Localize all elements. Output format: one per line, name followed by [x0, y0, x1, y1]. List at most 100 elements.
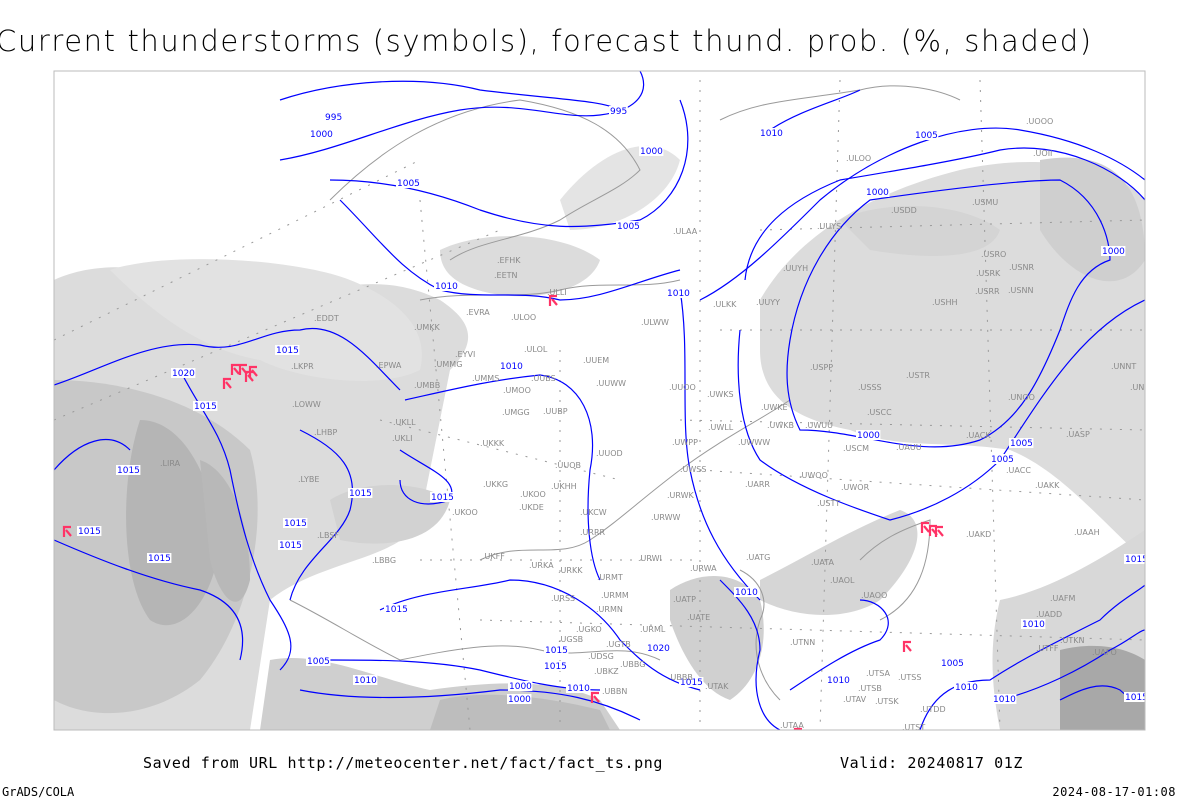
station-label: .UUWW — [596, 379, 626, 388]
station-label: .UKHH — [551, 482, 577, 491]
station-label: .UTAV — [843, 695, 867, 704]
station-label: .UAFM — [1050, 594, 1075, 603]
station-label: .UWUU — [805, 421, 833, 430]
station-label: .UMOO — [503, 386, 531, 395]
isobar-label-background — [734, 587, 759, 597]
isobar-label-background — [954, 682, 979, 692]
isobar-label: 1020 — [647, 644, 670, 654]
station-label: .UBBB — [668, 673, 693, 682]
isobar-label-background — [278, 540, 303, 550]
station-label: .URWW — [651, 513, 681, 522]
isobar-label: 1010 — [667, 289, 690, 299]
station-label: .URKK — [558, 566, 583, 575]
station-label: .USCC — [867, 408, 892, 417]
station-label: .EPWA — [376, 361, 402, 370]
station-label: .USMU — [972, 198, 998, 207]
thunderstorm-probability-shading — [54, 145, 1145, 730]
thunderstorm-icon — [244, 370, 254, 382]
station-label: .UUOB — [555, 461, 581, 470]
isobar-label-background — [566, 683, 591, 693]
station-label: .URMM — [601, 591, 629, 600]
station-label: .LYBE — [298, 475, 319, 484]
isobar-label-background — [990, 454, 1015, 464]
thunderstorm-icon — [902, 640, 912, 652]
station-label: .UTST — [902, 723, 925, 732]
isobar-label-background — [275, 345, 300, 355]
station-label: .URML — [640, 625, 666, 634]
isobar-label-background — [1124, 554, 1145, 564]
station-label: .ULAA — [673, 227, 698, 236]
station-label: .LBSF — [317, 531, 339, 540]
station-label: .UTSS — [898, 673, 921, 682]
isobar-label-background — [666, 288, 691, 298]
station-label: .ULOL — [524, 345, 548, 354]
station-label: .UNOO — [1008, 393, 1035, 402]
isobar-label-background — [309, 129, 334, 139]
isobar-label: 1010 — [955, 683, 978, 693]
station-label: .UWKB — [767, 421, 794, 430]
station-label: .ULLI — [547, 288, 567, 297]
map-area: 995 1000 995 1000 1005 1010 1005 1005 1010 1000 10… — [54, 71, 1145, 732]
isobar-label: 1010 — [735, 588, 758, 598]
station-label: .UNNT — [1111, 362, 1136, 371]
isobar-labels: 995 1000 995 1000 1005 1010 1005 1005 1010 1000 10… — [77, 106, 1145, 705]
isobar-label-background — [1124, 692, 1145, 702]
station-label: .UTSA — [866, 669, 891, 678]
station-label: .EETN — [494, 271, 518, 280]
isobar-label: 1005 — [941, 659, 964, 669]
station-label: .UATP — [673, 595, 696, 604]
isobar-label: 1000 — [1102, 247, 1125, 257]
isobar-label-background — [543, 661, 568, 671]
isobar-label-background — [639, 146, 664, 156]
software-credit: GrADS/COLA — [2, 785, 75, 799]
station-label: .URKA — [529, 561, 554, 570]
station-label: .UAOO — [861, 591, 887, 600]
station-label: .LBBG — [372, 556, 396, 565]
station-label: .URWI — [638, 554, 662, 563]
station-label: .UTFF — [1036, 644, 1059, 653]
chart-title: Current thunderstorms (symbols), forecas… — [0, 24, 1093, 58]
station-label: .UBBN — [602, 687, 627, 696]
isobar-label-background — [914, 130, 939, 140]
isobar-label-background — [826, 675, 851, 685]
station-label: .UKDE — [519, 503, 544, 512]
isobar-label-background — [77, 526, 102, 536]
station-label: .UAUU — [896, 443, 922, 452]
station-label: .EYVI — [455, 350, 475, 359]
station-label: .ULWW — [641, 318, 669, 327]
station-label: .UARR — [745, 480, 770, 489]
isobar-label: 1015 — [78, 527, 101, 537]
isobar-label: 1005 — [915, 131, 938, 141]
station-label: .UKOO — [452, 508, 478, 517]
isobar-label-background — [646, 643, 671, 653]
thunderstorm-icon — [590, 691, 600, 703]
station-label: .USRR — [975, 287, 1000, 296]
isobar-label-background — [507, 694, 532, 704]
station-label: .UATE — [687, 613, 710, 622]
isobar-label: 1015 — [545, 646, 568, 656]
isobar-label-background — [171, 368, 196, 378]
isobar-label-background — [992, 694, 1017, 704]
isobar-label: 1000 — [857, 431, 880, 441]
station-label: .USNR — [1009, 263, 1034, 272]
station-label: .UUEM — [583, 356, 609, 365]
station-label: .UWOR — [841, 483, 870, 492]
station-label: .UWWW — [738, 438, 770, 447]
station-label: .UASP — [1066, 430, 1090, 439]
isobar-label: 1005 — [991, 455, 1014, 465]
station-label: .USTT — [817, 499, 840, 508]
thunderstorm-icon — [548, 294, 558, 306]
station-label: .UTSK — [875, 697, 899, 706]
station-label: .URMT — [597, 573, 623, 582]
thunderstorm-icon — [62, 525, 72, 537]
isobar-label: 1015 — [680, 678, 703, 688]
map-frame — [53, 70, 1146, 731]
isobar-label-background — [865, 187, 890, 197]
isobar-label-background — [193, 401, 218, 411]
station-label: .UTAK — [705, 682, 729, 691]
generated-timestamp: 2024-08-17-01:08 — [1052, 785, 1176, 799]
station-label: .UMBB — [414, 381, 440, 390]
station-label: .URWA — [690, 564, 717, 573]
station-label: .USDD — [891, 206, 917, 215]
